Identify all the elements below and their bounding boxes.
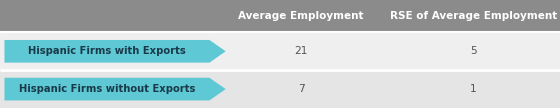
- Bar: [0, 0, 560, 32]
- Text: 5: 5: [470, 46, 477, 56]
- Text: Hispanic Firms without Exports: Hispanic Firms without Exports: [19, 84, 195, 94]
- Text: 1: 1: [470, 84, 477, 94]
- Text: Average Employment: Average Employment: [238, 11, 364, 21]
- Text: 7: 7: [297, 84, 305, 94]
- Polygon shape: [4, 40, 226, 63]
- Bar: [0, 70, 560, 108]
- Polygon shape: [4, 78, 226, 100]
- Text: RSE of Average Employment: RSE of Average Employment: [390, 11, 557, 21]
- Bar: [0, 32, 560, 70]
- Text: Hispanic Firms with Exports: Hispanic Firms with Exports: [28, 46, 186, 56]
- Text: 21: 21: [294, 46, 308, 56]
